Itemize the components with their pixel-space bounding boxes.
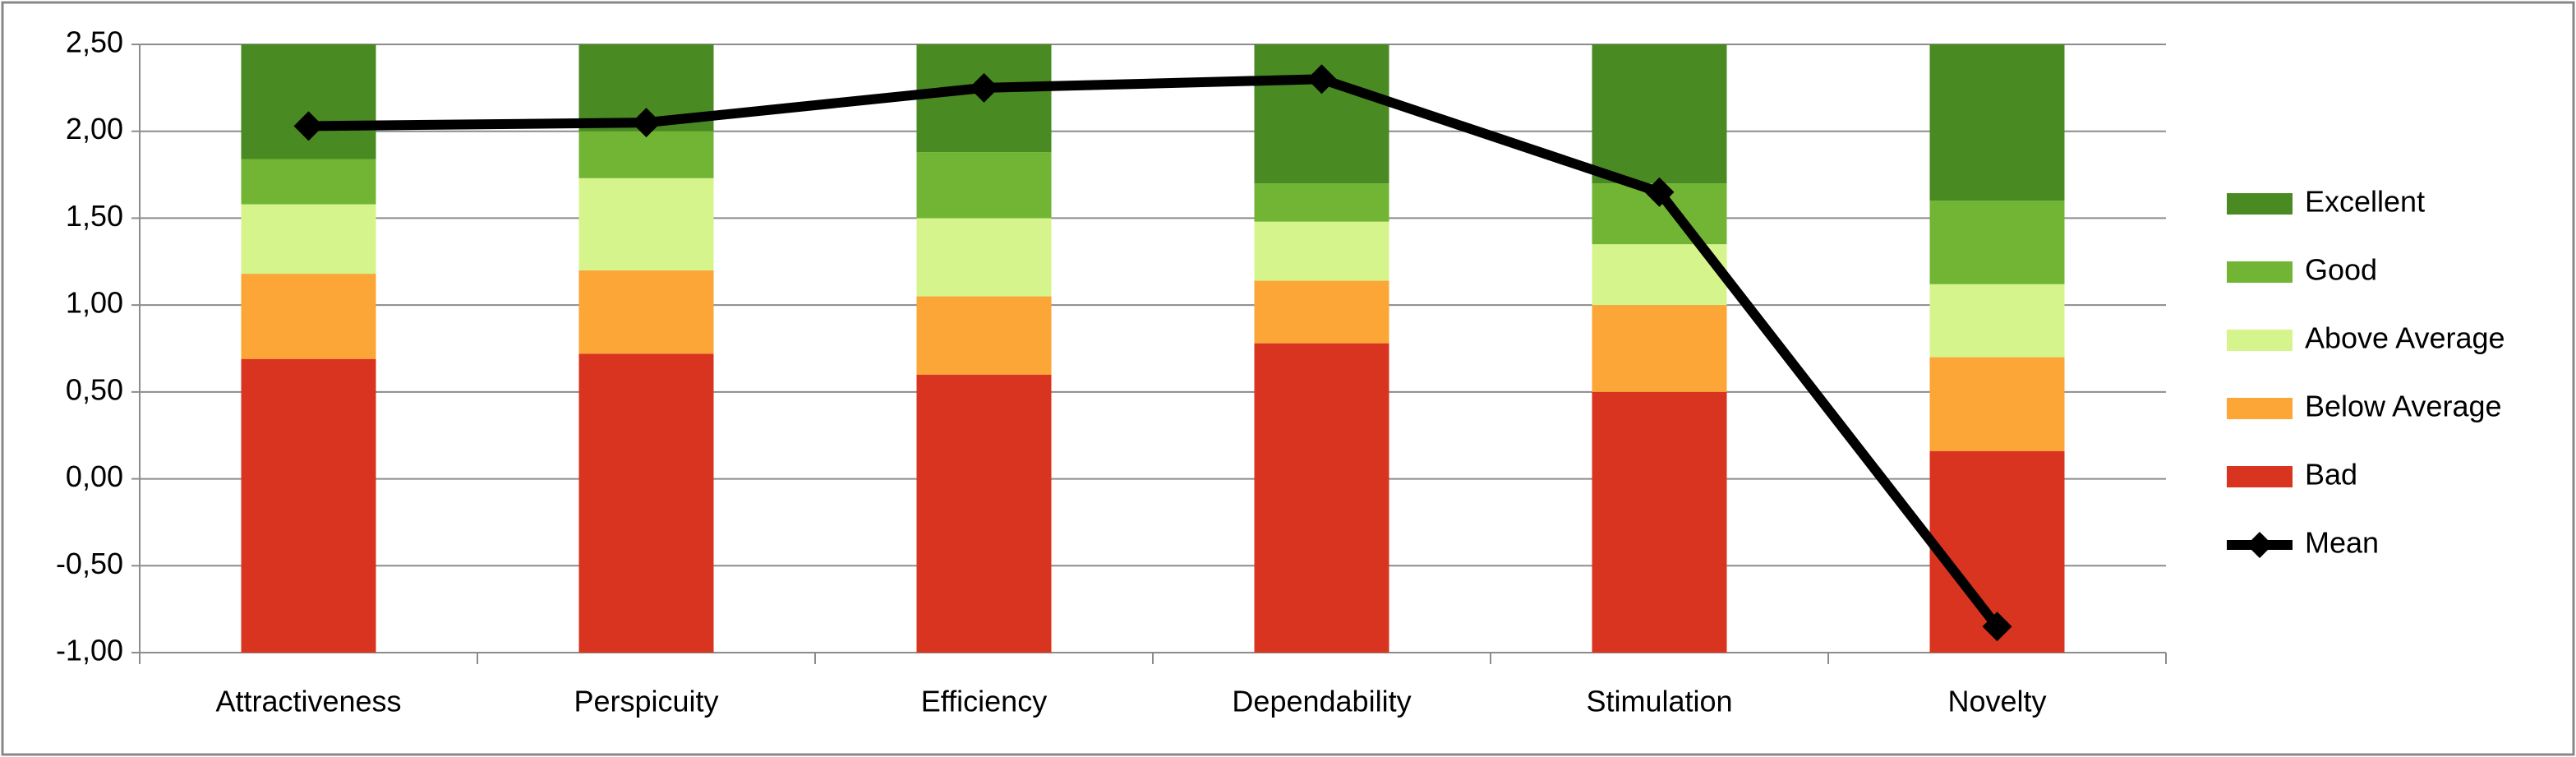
y-tick-label: -0,50 bbox=[56, 547, 123, 580]
bar-segment bbox=[1254, 280, 1389, 344]
legend-label: Good bbox=[2305, 253, 2377, 287]
mean-marker bbox=[1644, 177, 1675, 207]
bar-segment bbox=[1592, 391, 1727, 653]
legend-label: Above Average bbox=[2305, 321, 2505, 355]
bar-segment bbox=[241, 358, 376, 653]
y-tick-label: 1,50 bbox=[66, 199, 123, 233]
legend-label: Excellent bbox=[2305, 185, 2425, 219]
y-tick-label: 2,00 bbox=[66, 112, 123, 145]
legend-label: Below Average bbox=[2305, 390, 2502, 423]
bar-segment bbox=[1929, 357, 2065, 451]
legend-swatch bbox=[2227, 261, 2293, 283]
bar-segment bbox=[916, 152, 1052, 219]
mean-line bbox=[308, 74, 2002, 630]
bar-segment bbox=[916, 218, 1052, 297]
x-tick-label: Novelty bbox=[1947, 685, 2046, 718]
mean-marker bbox=[1306, 64, 1337, 95]
legend-marker bbox=[2247, 532, 2273, 558]
mean-marker bbox=[631, 108, 661, 138]
bar-segment bbox=[1592, 305, 1727, 392]
bar-segment bbox=[241, 274, 376, 359]
x-tick-label: Attractiveness bbox=[215, 685, 401, 718]
legend-swatch bbox=[2227, 466, 2293, 487]
bar-segment bbox=[241, 159, 376, 205]
bar-segment bbox=[1929, 284, 2065, 358]
bar-segment bbox=[916, 374, 1052, 653]
bar-segment bbox=[1254, 343, 1389, 653]
legend-swatch bbox=[2227, 330, 2293, 351]
y-tick-label: 1,00 bbox=[66, 286, 123, 320]
legend-label: Bad bbox=[2305, 458, 2357, 492]
y-tick-label: -1,00 bbox=[56, 634, 123, 667]
bar-segment bbox=[1592, 44, 1727, 184]
bar-segment bbox=[578, 131, 714, 178]
y-tick-label: 0,50 bbox=[66, 372, 123, 406]
legend-label: Mean bbox=[2305, 526, 2379, 560]
mean-marker bbox=[1982, 612, 2012, 642]
x-tick-label: Stimulation bbox=[1586, 685, 1732, 718]
legend-swatch bbox=[2227, 398, 2293, 419]
bar-segment bbox=[241, 204, 376, 275]
bar-segment bbox=[578, 178, 714, 270]
mean-marker bbox=[293, 111, 324, 141]
x-tick-label: Dependability bbox=[1232, 685, 1411, 718]
y-tick-label: 2,50 bbox=[66, 25, 123, 59]
x-tick-label: Perspicuity bbox=[574, 685, 718, 718]
bar-segment bbox=[578, 270, 714, 354]
legend-swatch bbox=[2227, 193, 2293, 215]
bar-segment bbox=[1929, 44, 2065, 201]
bar-segment bbox=[916, 296, 1052, 375]
bar-segment bbox=[1254, 221, 1389, 281]
bar-segment bbox=[241, 44, 376, 159]
bar-segment bbox=[1929, 201, 2065, 284]
bar-segment bbox=[1254, 183, 1389, 222]
y-tick-label: 0,00 bbox=[66, 459, 123, 493]
mean-marker bbox=[969, 72, 999, 103]
x-tick-label: Efficiency bbox=[921, 685, 1047, 718]
bar-segment bbox=[578, 353, 714, 653]
